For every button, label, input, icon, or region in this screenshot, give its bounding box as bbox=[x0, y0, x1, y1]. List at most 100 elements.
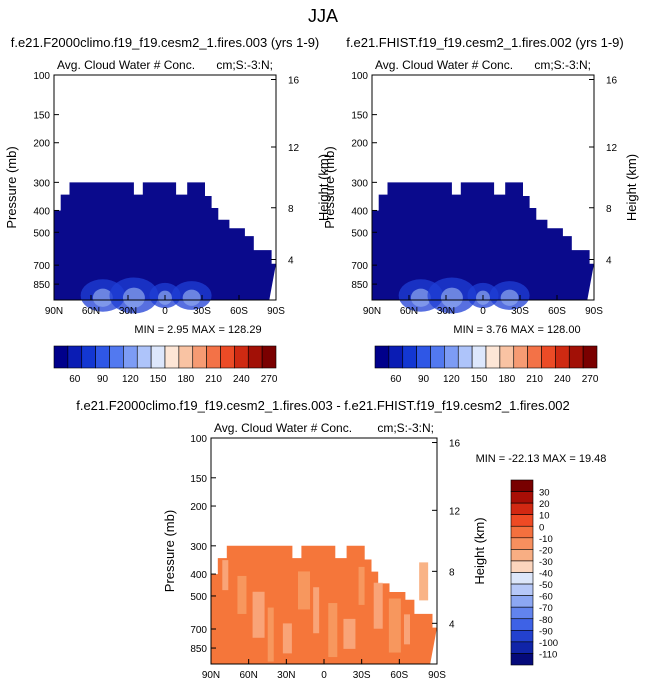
colorbar-label: 180 bbox=[498, 374, 515, 385]
y-tick-label: 150 bbox=[33, 111, 50, 122]
colorbar-swatch bbox=[457, 345, 473, 369]
colorbar-swatch bbox=[67, 345, 83, 369]
colorbar-swatch bbox=[136, 345, 152, 369]
colorbar-label: 20 bbox=[539, 499, 550, 510]
colorbar-swatch bbox=[388, 345, 404, 369]
x-tick-label: 60S bbox=[230, 306, 248, 317]
colorbar-swatch bbox=[444, 345, 459, 369]
colorbar-swatch bbox=[513, 345, 528, 369]
x-tick-label: 90N bbox=[202, 670, 220, 681]
x-tick-label: 60S bbox=[390, 670, 408, 681]
y2-tick-label: 12 bbox=[449, 506, 461, 517]
panel-3: f.e21.F2000climo.f19_f19.cesm2_1.fires.0… bbox=[76, 398, 606, 681]
colorbar-swatch bbox=[582, 345, 598, 369]
y-tick-label: 850 bbox=[351, 280, 368, 291]
y-tick-label: 100 bbox=[351, 71, 368, 82]
colorbar-swatch bbox=[402, 345, 417, 369]
colorbar-swatch bbox=[510, 630, 534, 643]
y-tick-label: 850 bbox=[33, 280, 50, 291]
colorbar-label: 0 bbox=[539, 522, 544, 533]
y2-tick-label: 4 bbox=[606, 256, 612, 267]
colorbar-swatch bbox=[247, 345, 263, 369]
y-tick-label: 200 bbox=[351, 139, 368, 150]
colorbar-label: 150 bbox=[471, 374, 488, 385]
field-fill bbox=[54, 182, 276, 300]
colorbar-label: 90 bbox=[418, 374, 430, 385]
x-tick-label: 0 bbox=[480, 306, 486, 317]
field-contour bbox=[328, 603, 338, 658]
colorbar-label: 30 bbox=[539, 488, 550, 499]
x-tick-label: 0 bbox=[321, 670, 327, 681]
colorbar-label: -50 bbox=[539, 580, 553, 591]
units-label: cm;S:-3:N; bbox=[216, 58, 273, 72]
colorbar-swatch bbox=[510, 537, 534, 550]
colorbar-label: -70 bbox=[539, 603, 553, 614]
colorbar-swatch bbox=[123, 345, 138, 369]
x-tick-label: 60N bbox=[400, 306, 418, 317]
colorbar-swatch bbox=[510, 653, 534, 666]
y-tick-label: 100 bbox=[33, 71, 50, 82]
colorbar-swatch bbox=[510, 525, 534, 539]
y-tick-label: 100 bbox=[190, 434, 207, 445]
x-tick-label: 30N bbox=[277, 670, 295, 681]
y-tick-label: 200 bbox=[190, 502, 207, 513]
y-tick-label: 300 bbox=[190, 542, 207, 553]
colorbar-label: 240 bbox=[554, 374, 571, 385]
y-tick-label: 700 bbox=[351, 261, 368, 272]
colorbar-label: -20 bbox=[539, 545, 553, 556]
y-tick-label: 300 bbox=[351, 178, 368, 189]
x-tick-label: 30S bbox=[353, 670, 371, 681]
y-axis-label: Pressure (mb) bbox=[4, 146, 19, 228]
colorbar-swatch bbox=[109, 345, 124, 369]
y-tick-label: 400 bbox=[351, 206, 368, 217]
colorbar-label: 180 bbox=[177, 374, 194, 385]
y2-tick-label: 16 bbox=[288, 76, 300, 87]
x-tick-label: 60S bbox=[548, 306, 566, 317]
colorbar-swatch bbox=[192, 345, 207, 369]
colorbar-swatch bbox=[510, 583, 534, 596]
colorbar-swatch bbox=[568, 345, 584, 369]
field-label: Avg. Cloud Water # Conc. bbox=[57, 58, 195, 72]
colorbar-label: -90 bbox=[539, 626, 553, 637]
field-contour bbox=[182, 289, 201, 306]
field-contour bbox=[419, 562, 429, 601]
colorbar-label: -100 bbox=[539, 638, 558, 649]
y-axis-label: Pressure (mb) bbox=[162, 510, 177, 592]
colorbar-label: -110 bbox=[539, 649, 557, 660]
x-tick-label: 30N bbox=[119, 306, 137, 317]
panel-1: f.e21.F2000climo.f19_f19.cesm2_1.fires.0… bbox=[4, 35, 331, 385]
colorbar-swatch bbox=[510, 549, 534, 562]
field-contour bbox=[500, 289, 519, 306]
y-tick-label: 850 bbox=[190, 644, 207, 655]
field-contour bbox=[343, 618, 356, 649]
colorbar-swatch bbox=[178, 345, 194, 369]
colorbar-swatch bbox=[510, 618, 534, 631]
colorbar-label: 10 bbox=[539, 511, 550, 522]
y-tick-label: 150 bbox=[351, 111, 368, 122]
field-contour bbox=[404, 614, 411, 645]
panel-title: f.e21.F2000climo.f19_f19.cesm2_1.fires.0… bbox=[76, 398, 570, 413]
colorbar-swatch bbox=[374, 345, 390, 369]
y-tick-label: 150 bbox=[190, 474, 207, 485]
colorbar-swatch bbox=[527, 345, 542, 369]
colorbar-swatch bbox=[471, 345, 487, 369]
panel-title: f.e21.FHIST.f19_f19.cesm2_1.fires.002 (y… bbox=[346, 35, 623, 50]
colorbar-label: -60 bbox=[539, 592, 553, 603]
colorbar-swatch bbox=[206, 345, 221, 369]
page-title: JJA bbox=[308, 6, 338, 26]
y2-tick-label: 8 bbox=[606, 204, 612, 215]
field-contour bbox=[267, 607, 274, 662]
colorbar-label: 90 bbox=[97, 374, 109, 385]
field-contour bbox=[92, 288, 113, 307]
colorbar-swatch bbox=[510, 502, 534, 515]
colorbar-swatch bbox=[555, 345, 570, 369]
x-tick-label: 90S bbox=[267, 306, 285, 317]
colorbar-swatch bbox=[510, 514, 534, 527]
field-contour bbox=[373, 582, 383, 629]
x-tick-label: 90S bbox=[428, 670, 446, 681]
units-label: cm;S:-3:N; bbox=[534, 58, 591, 72]
colorbar: 60 90 120 150 180 210 240 270 bbox=[53, 345, 278, 385]
colorbar-swatch bbox=[416, 345, 431, 369]
x-tick-label: 60N bbox=[239, 670, 257, 681]
